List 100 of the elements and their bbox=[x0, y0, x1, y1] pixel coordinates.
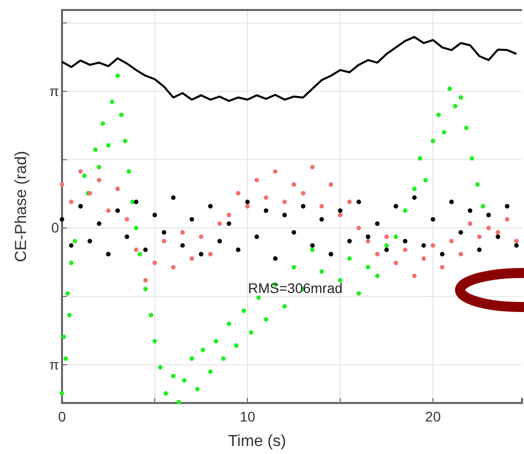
point bbox=[384, 248, 389, 252]
point bbox=[449, 238, 454, 244]
point bbox=[468, 221, 472, 226]
point bbox=[115, 208, 120, 213]
line-series bbox=[61, 36, 518, 102]
point bbox=[115, 186, 120, 192]
point bbox=[236, 248, 240, 252]
point bbox=[208, 204, 213, 209]
point bbox=[430, 243, 436, 248]
point bbox=[477, 234, 482, 239]
point bbox=[162, 238, 166, 244]
point bbox=[143, 278, 148, 283]
point bbox=[402, 238, 408, 244]
point bbox=[319, 204, 324, 209]
point bbox=[78, 169, 83, 174]
point bbox=[264, 195, 268, 200]
point bbox=[496, 234, 500, 239]
point bbox=[273, 256, 278, 261]
point bbox=[226, 212, 232, 218]
point bbox=[514, 238, 519, 244]
point bbox=[477, 248, 482, 252]
point bbox=[366, 234, 370, 239]
point bbox=[198, 252, 204, 256]
point bbox=[180, 230, 185, 235]
point bbox=[347, 200, 352, 204]
point bbox=[468, 208, 472, 213]
y-tick-label: π bbox=[49, 356, 60, 372]
point bbox=[347, 238, 352, 244]
point bbox=[60, 217, 64, 222]
y-tick-label: 0 bbox=[51, 220, 60, 236]
point bbox=[430, 217, 436, 222]
point bbox=[254, 234, 260, 239]
point bbox=[134, 248, 138, 252]
point bbox=[96, 221, 102, 226]
point bbox=[273, 169, 278, 174]
point bbox=[300, 190, 306, 196]
point bbox=[254, 178, 260, 182]
point bbox=[412, 274, 417, 278]
point bbox=[171, 264, 176, 270]
point bbox=[486, 226, 491, 230]
point bbox=[394, 260, 398, 266]
point bbox=[394, 204, 398, 209]
point bbox=[319, 217, 324, 222]
point bbox=[282, 212, 287, 218]
point bbox=[162, 230, 166, 235]
point bbox=[356, 226, 362, 230]
point bbox=[504, 204, 510, 209]
point bbox=[402, 248, 408, 252]
x-tick-label: 10 bbox=[240, 408, 256, 424]
point bbox=[264, 208, 268, 213]
point bbox=[143, 248, 148, 252]
point bbox=[124, 234, 130, 239]
point bbox=[245, 204, 250, 209]
point bbox=[282, 200, 287, 204]
point bbox=[60, 182, 64, 187]
point bbox=[69, 200, 74, 204]
point bbox=[217, 221, 222, 226]
point bbox=[338, 208, 342, 213]
point bbox=[496, 230, 500, 235]
x-axis-title: Time (s) bbox=[228, 433, 286, 450]
point bbox=[440, 264, 444, 270]
point bbox=[190, 256, 194, 261]
point bbox=[134, 200, 138, 204]
point bbox=[458, 230, 464, 235]
annotation: RMS=306mrad bbox=[248, 280, 343, 296]
point bbox=[124, 217, 130, 222]
y-axis-title: CE-Phase (rad) bbox=[13, 150, 30, 262]
point bbox=[310, 164, 315, 170]
point bbox=[384, 234, 389, 239]
point bbox=[106, 208, 111, 213]
point bbox=[245, 200, 250, 204]
point bbox=[152, 260, 157, 266]
point bbox=[421, 256, 426, 261]
point bbox=[504, 217, 510, 222]
point bbox=[338, 212, 342, 218]
point bbox=[69, 243, 74, 248]
point bbox=[310, 243, 315, 248]
point bbox=[180, 243, 185, 248]
point bbox=[458, 252, 464, 256]
y-tick-label: π bbox=[49, 82, 60, 99]
point bbox=[152, 212, 157, 218]
point bbox=[226, 221, 232, 226]
point bbox=[486, 212, 491, 218]
point bbox=[328, 182, 334, 187]
point bbox=[88, 238, 92, 244]
point bbox=[217, 238, 222, 244]
point bbox=[375, 252, 380, 256]
point bbox=[412, 195, 417, 200]
point bbox=[292, 182, 296, 187]
point bbox=[440, 252, 444, 256]
point bbox=[292, 230, 296, 235]
point bbox=[96, 178, 102, 182]
point bbox=[449, 200, 454, 204]
point bbox=[300, 204, 306, 209]
point bbox=[236, 190, 240, 196]
point bbox=[106, 252, 111, 256]
point bbox=[366, 238, 370, 244]
point bbox=[171, 195, 176, 200]
point bbox=[514, 243, 519, 248]
point bbox=[208, 252, 213, 256]
